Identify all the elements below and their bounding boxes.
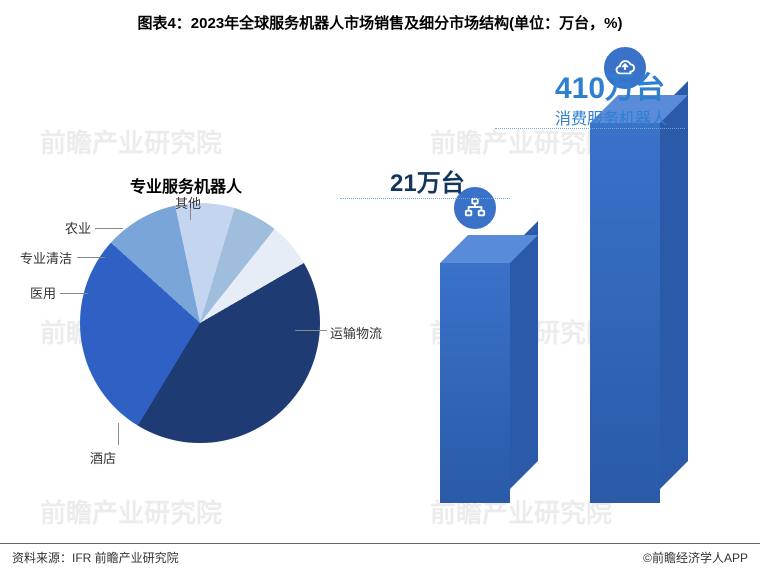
bar2-label: 消费服务机器人 [555,105,667,129]
bar1-value: 21万台 [390,163,465,198]
bar2-value: 410万台 [555,63,665,107]
pie-leader [60,293,88,294]
watermark: 前瞻产业研究院 [40,123,222,160]
footer: 资料来源：IFR 前瞻产业研究院 ©前瞻经济学人APP [0,543,760,571]
source-text: 资料来源：IFR 前瞻产业研究院 [12,549,179,566]
pie-label-agri: 农业 [65,218,91,237]
dotted-line [495,128,685,129]
pie-label-clean: 专业清洁 [20,248,72,267]
bar-front [590,123,660,503]
copyright-text: ©前瞻经济学人APP [643,549,748,566]
watermark: 前瞻产业研究院 [40,493,222,530]
pie-leader [118,423,119,445]
pie-leader [295,330,327,331]
pie-label-transport: 运输物流 [330,323,382,342]
chart-area: 前瞻产业研究院 前瞻产业研究院 前瞻产业研究院 前瞻产业研究院 前瞻产业研究院 … [0,33,760,523]
pie-label-medical: 医用 [30,283,56,302]
pie-label-hotel: 酒店 [90,448,116,467]
pie-body [80,203,320,443]
bar-side [510,221,538,489]
pie-leader [190,208,191,220]
pie-chart [80,203,320,443]
dotted-line [340,198,510,199]
pie-leader [77,257,105,258]
pie-label-other: 其他 [175,193,201,212]
bar-side [660,81,688,489]
bar-front [440,263,510,503]
pie-leader [95,228,123,229]
chart-title: 图表4：2023年全球服务机器人市场销售及细分市场结构(单位：万台，%) [0,0,760,33]
